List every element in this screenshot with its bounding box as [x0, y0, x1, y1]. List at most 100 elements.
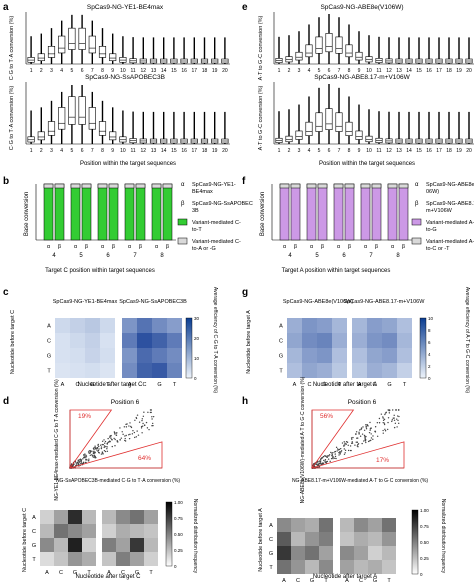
point: [344, 449, 347, 452]
region-top: [69, 409, 113, 470]
bar-main: [70, 183, 81, 241]
point: [326, 460, 329, 463]
panel-c-title-left: SpCas9-NG-YE1-BE4max: [53, 299, 118, 305]
point: [133, 431, 136, 434]
point: [372, 435, 374, 437]
point: [85, 459, 87, 461]
point: [96, 447, 98, 450]
box: [98, 46, 107, 58]
position-tick: 10: [120, 68, 126, 74]
position-tick: 19: [212, 68, 218, 74]
panel-a-positions-top: 1 2 3 4 5 6 7 8 9 10 11 12 13 14 15 16 17 18 19 20: [30, 68, 228, 74]
point: [396, 415, 399, 417]
box: [335, 36, 343, 54]
box: [305, 44, 313, 58]
heat-x-tick: A: [345, 578, 349, 584]
position-tick: 14: [406, 148, 412, 154]
colorbar-tick: 20: [194, 336, 200, 341]
legend-swatch: [177, 237, 188, 245]
heat-cell: [354, 560, 368, 574]
point: [359, 429, 361, 431]
point: [104, 440, 107, 443]
bar-minor: [279, 183, 290, 189]
bar-main: [162, 183, 173, 241]
pair-label: β: [112, 244, 115, 250]
point: [77, 462, 79, 465]
box: [47, 121, 56, 136]
point: [142, 422, 144, 425]
panel-g-title-right: SpCas9-NG-ABE8.17-m+V106W: [344, 299, 426, 305]
heat-cell: [55, 318, 70, 333]
group-label: 6: [342, 253, 346, 259]
position-tick: 15: [171, 148, 177, 154]
position-tick: 14: [161, 148, 167, 154]
point: [123, 426, 126, 428]
heat-cell: [319, 532, 333, 546]
point: [312, 464, 314, 466]
point: [136, 414, 139, 416]
legend-text: SpCas9-NG-SsAPOBEC: [192, 201, 253, 207]
point: [360, 428, 362, 431]
bar-main: [43, 183, 54, 241]
heat-cell: [54, 552, 68, 566]
point: [336, 450, 338, 452]
box: [78, 96, 86, 125]
point: [338, 454, 340, 456]
heat-cell: [287, 318, 302, 333]
colorbar: [165, 501, 173, 567]
point: [109, 435, 111, 437]
panel-e-title-top: SpCas9-NG-ABE8e(V106W): [320, 4, 403, 11]
point: [393, 417, 395, 419]
heat-y-tick: A: [269, 523, 273, 529]
point: [115, 434, 118, 436]
heat-cell: [368, 546, 382, 560]
heat-cell: [291, 560, 305, 574]
point: [87, 460, 90, 462]
point: [339, 450, 341, 453]
point: [106, 450, 109, 452]
point: [83, 455, 85, 457]
point: [75, 462, 77, 464]
heat-cell: [137, 318, 152, 333]
legend-text: to-G: [426, 227, 437, 233]
point: [91, 455, 94, 457]
bar-main: [317, 183, 328, 241]
point: [367, 440, 370, 443]
heat-cell: [102, 552, 116, 566]
heat-cell: [302, 333, 317, 348]
point: [100, 453, 103, 455]
heat-cell: [277, 518, 291, 532]
heat-cell: [100, 318, 115, 333]
heat-y-tick: T: [32, 557, 36, 563]
point: [366, 424, 369, 427]
legend-text: Variant-mediated C-: [192, 239, 241, 245]
box: [27, 136, 35, 143]
panel-h-heat-xlabel: Nucleotide after target A: [313, 574, 377, 580]
point: [384, 413, 386, 416]
position-tick: 9: [358, 148, 361, 154]
heat-cell: [122, 363, 137, 378]
point: [315, 463, 318, 466]
position-tick: 2: [40, 148, 43, 154]
heat-x-tick: C: [121, 570, 125, 576]
panel-e-ylabel-top: A·T to G·C conversion (%): [258, 15, 264, 80]
position-tick: 3: [50, 148, 53, 154]
point: [338, 448, 341, 451]
position-tick: 4: [308, 68, 311, 74]
panel-d-heatmaps: A C G T A C G T A C G T 1.00 0.75 0.50 0.25 0: [32, 500, 183, 576]
point: [124, 439, 126, 442]
position-tick: 2: [40, 68, 43, 74]
point: [89, 454, 92, 456]
box: [365, 56, 373, 63]
panel-h-heat-ylabel: Nucleotide before target A: [258, 508, 264, 572]
panel-f-ylabel: Base conversion: [260, 192, 266, 236]
region-bottom: [69, 441, 163, 469]
point: [94, 455, 96, 458]
point: [386, 428, 389, 431]
point: [352, 436, 354, 439]
pair-label: α: [337, 244, 341, 250]
heat-y-tick: G: [32, 543, 36, 549]
bar-minor: [344, 183, 355, 189]
colorbar-tick: 0.50: [420, 540, 429, 545]
panel-a-title-bottom: SpCas9-NG-SsAPOBEC3B: [85, 74, 165, 81]
